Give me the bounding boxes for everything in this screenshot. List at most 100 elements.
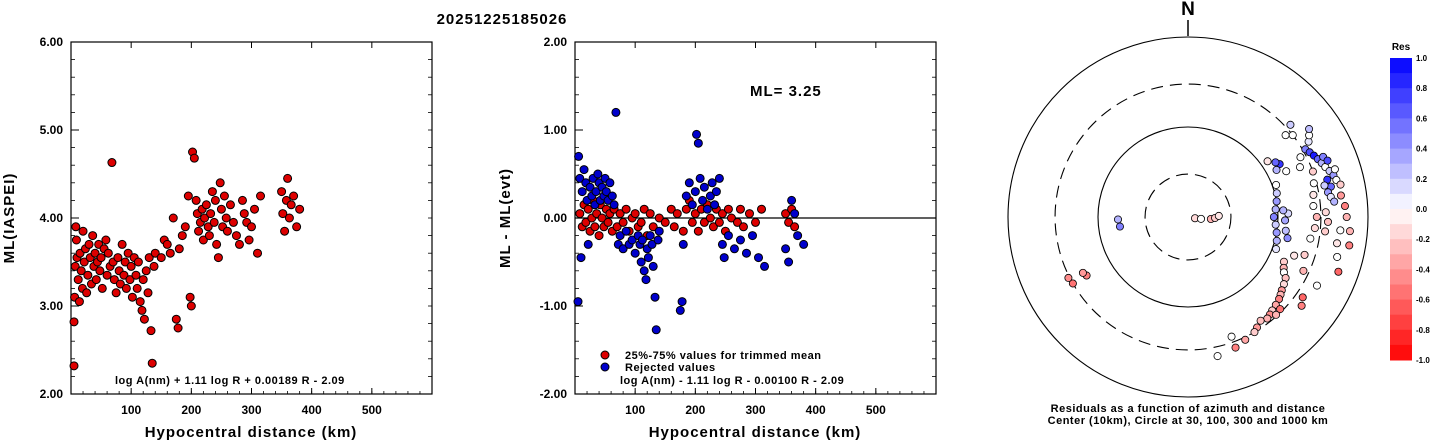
plot2-point [630, 209, 640, 219]
plot1-point [168, 213, 178, 223]
station-point [1305, 125, 1314, 134]
station-point [1263, 314, 1272, 323]
plot1-ytick-label: 3.00 [40, 299, 64, 313]
plot2-point [639, 204, 649, 214]
station-point [1340, 202, 1349, 211]
plot1-point [132, 283, 142, 293]
plot2-point [672, 209, 682, 219]
station-point [1320, 181, 1329, 190]
plot2-point [708, 222, 718, 232]
plot2-point [593, 169, 603, 179]
plot2-point [719, 253, 729, 263]
distance-circle-100km [1097, 126, 1279, 308]
colorbar-swatch [1390, 209, 1412, 225]
colorbar-tick-label: 0.8 [1416, 84, 1428, 93]
plot1-point [120, 257, 130, 267]
plot2-point [678, 226, 688, 236]
station-point [1272, 189, 1281, 198]
plot2-point [597, 213, 607, 223]
plot2-xlabel: Hypocentral distance (km) [649, 424, 862, 441]
plot2-point [576, 253, 586, 263]
plot2-point [585, 182, 595, 192]
station-point [1213, 352, 1222, 361]
plot2-xtick-label: 400 [806, 403, 826, 417]
plot2-point [784, 217, 794, 227]
colorbar-swatch [1390, 284, 1412, 301]
plot1-point [101, 235, 111, 245]
colorbar-swatch [1390, 344, 1412, 361]
plot2-point [579, 165, 589, 175]
plot2-formula: log A(nm) - 1.11 log R - 0.00100 R - 2.0… [620, 375, 844, 387]
plot1-point [150, 248, 160, 258]
station-point [1309, 179, 1318, 188]
plot2-point [601, 187, 611, 197]
plot2-point [799, 239, 809, 249]
station-point [1276, 305, 1285, 314]
plot2-point [738, 222, 748, 232]
plot1-points [69, 147, 305, 371]
plot2-point [654, 226, 664, 236]
station-point [1309, 202, 1318, 211]
plot2-point [760, 261, 770, 271]
plot1-point [173, 323, 183, 333]
plot1-point [286, 200, 296, 210]
plot1-point [84, 239, 94, 249]
station-point [1271, 220, 1280, 229]
colorbar-swatch [1390, 88, 1412, 104]
legend-marker-trimmed [600, 350, 610, 360]
plot2-point [615, 231, 625, 241]
plot2-point [781, 244, 791, 254]
plot2-point [693, 138, 703, 148]
map-caption-line2: Center (10km), Circle at 30, 100, 300 an… [1048, 415, 1329, 427]
map-caption-line1: Residuals as a function of azimuth and d… [1051, 403, 1326, 415]
plot1-formula: log A(nm) + 1.11 log R + 0.00189 R - 2.0… [115, 375, 345, 387]
plot2-point [591, 187, 601, 197]
plot1-point [71, 222, 81, 232]
station-point [1300, 250, 1309, 259]
plot1-point [123, 248, 133, 258]
plot2-point [636, 257, 646, 267]
plot1-point [91, 275, 101, 285]
plot2-point [723, 204, 733, 214]
plot2-point [717, 209, 727, 219]
distance-circle-30km [1144, 173, 1232, 261]
distance-circle-300km [1054, 83, 1322, 351]
station-point [1286, 120, 1295, 129]
plot2-point [729, 244, 739, 254]
plot2-point [645, 231, 655, 241]
colorbar-swatch [1390, 73, 1412, 89]
plot1-point [207, 187, 217, 197]
plot2-point [693, 226, 703, 236]
plot1-point [131, 270, 141, 280]
plot2-point [643, 253, 653, 263]
plot1-point [83, 270, 93, 280]
plot2-ytick-label: 2.00 [544, 35, 568, 49]
station-points [1064, 120, 1354, 361]
plot1-point [194, 226, 204, 236]
plot1-point [95, 266, 105, 276]
plot2-point [735, 204, 745, 214]
plot1-point [69, 317, 79, 327]
plot2-point [575, 209, 585, 219]
colorbar-title: Res [1392, 42, 1411, 53]
station-point [1064, 273, 1073, 282]
plot1-point [74, 297, 84, 307]
plot1-xtick-label: 500 [362, 403, 382, 417]
station-point [1299, 266, 1308, 275]
plot2-point [744, 209, 754, 219]
colorbar-swatch [1390, 254, 1412, 270]
colorbar-swatch [1390, 58, 1412, 74]
station-point [1290, 251, 1299, 260]
plot2-point [705, 213, 715, 223]
plot1-point [133, 257, 143, 267]
plot2-point [692, 129, 702, 139]
plot2-point [690, 209, 700, 219]
plot2-point [735, 235, 745, 245]
plot1-point [149, 261, 159, 271]
plot1-point [177, 231, 187, 241]
station-point [1214, 211, 1223, 220]
plot2-point [669, 222, 679, 232]
station-point [1272, 228, 1281, 237]
colorbar-swatch [1390, 329, 1412, 346]
